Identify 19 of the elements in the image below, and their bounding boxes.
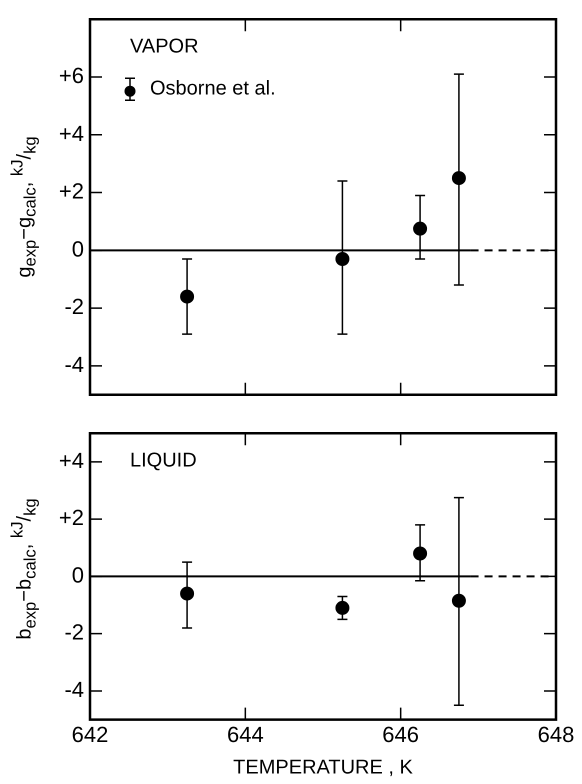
x-tick-label: 644: [226, 722, 264, 747]
y-tick-label: -2: [64, 620, 84, 645]
y-tick-label: -4: [64, 677, 84, 702]
annotation: LIQUID: [130, 450, 197, 472]
x-tick-label: 642: [72, 722, 108, 747]
y-tick-label: +4: [58, 448, 84, 473]
y-tick-label: 0: [72, 236, 84, 262]
y-tick-label: +4: [58, 120, 84, 146]
y-tick-label: 0: [72, 562, 84, 588]
y-tick-label: -2: [64, 294, 84, 320]
y-tick-label: +2: [58, 178, 84, 204]
x-tick-label: 648: [538, 722, 574, 747]
annotation: VAPOR: [130, 36, 199, 58]
y-tick-label: +2: [58, 505, 84, 530]
y-tick-label: -4: [64, 352, 84, 377]
x-axis-title: TEMPERATURE , K: [233, 756, 414, 779]
x-tick-label: 646: [382, 722, 420, 747]
y-tick-label: +6: [58, 63, 84, 88]
legend-label: Osborne et al.: [150, 78, 276, 100]
